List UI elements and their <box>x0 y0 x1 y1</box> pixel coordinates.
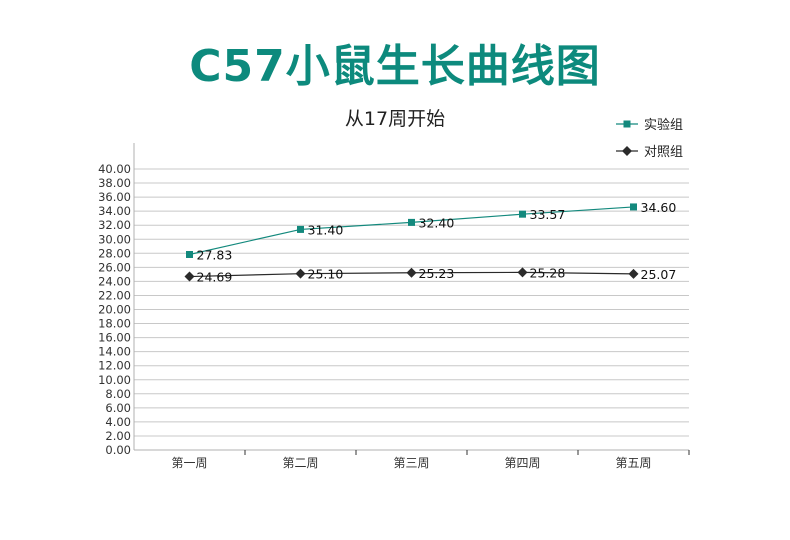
y-tick-label: 36.00 <box>98 190 131 204</box>
data-label: 31.40 <box>308 222 344 237</box>
y-tick-label: 30.00 <box>98 232 131 246</box>
legend: 实验组 对照组 <box>616 110 683 164</box>
legend-label: 对照组 <box>644 145 684 160</box>
y-tick-label: 24.00 <box>98 274 131 288</box>
y-tick-label: 34.00 <box>98 204 131 218</box>
y-tick-label: 16.00 <box>98 331 131 345</box>
y-tick-label: 20.00 <box>98 303 131 317</box>
diamond-marker-icon <box>406 267 417 278</box>
square-marker-icon <box>186 250 193 258</box>
y-tick-label: 38.00 <box>98 176 131 190</box>
y-tick-label: 40.00 <box>98 162 131 176</box>
data-label: 25.10 <box>308 267 344 282</box>
data-label: 27.83 <box>197 247 233 262</box>
chart-subtitle: 从17周开始 <box>344 108 446 130</box>
legend-label: 实验组 <box>644 118 684 133</box>
diamond-marker-icon <box>628 268 639 279</box>
diamond-marker-icon <box>295 268 306 279</box>
data-label: 25.23 <box>419 266 455 281</box>
y-tick-label: 6.00 <box>105 401 131 415</box>
y-tick-label: 22.00 <box>98 288 131 302</box>
diamond-marker-icon <box>517 267 528 278</box>
y-tick-label: 18.00 <box>98 317 131 331</box>
x-tick-label: 第一周 <box>171 456 207 470</box>
chart-title: C57小鼠生长曲线图 <box>189 41 601 92</box>
square-marker-icon <box>519 210 526 218</box>
x-tick-label: 第四周 <box>504 456 540 470</box>
y-tick-label: 0.00 <box>105 443 131 457</box>
x-tick-label: 第三周 <box>393 456 429 470</box>
y-tick-label: 14.00 <box>98 345 131 359</box>
x-tick-label: 第二周 <box>282 456 318 470</box>
y-tick-label: 8.00 <box>105 387 131 401</box>
data-label: 34.60 <box>641 200 677 215</box>
data-label: 24.69 <box>197 270 233 285</box>
data-label: 32.40 <box>419 215 455 230</box>
y-tick-label: 2.00 <box>105 429 131 443</box>
legend-item-control: 对照组 <box>616 137 683 164</box>
y-tick-label: 4.00 <box>105 415 131 429</box>
series-line <box>189 206 634 256</box>
y-tick-label: 26.00 <box>98 260 131 274</box>
x-tick-label: 第五周 <box>615 456 651 470</box>
y-tick-label: 12.00 <box>98 359 131 373</box>
data-label: 33.57 <box>530 207 566 222</box>
y-tick-label: 28.00 <box>98 246 131 260</box>
y-tick-label: 32.00 <box>98 218 131 232</box>
square-marker-icon <box>408 218 415 226</box>
diamond-marker-icon <box>184 271 195 282</box>
data-label: 25.07 <box>641 267 677 282</box>
square-marker-icon <box>616 120 638 127</box>
legend-item-experimental: 实验组 <box>616 110 683 137</box>
data-label: 25.28 <box>530 265 566 280</box>
square-marker-icon <box>630 203 637 211</box>
diamond-marker-icon <box>616 145 638 156</box>
y-tick-label: 10.00 <box>98 373 131 387</box>
square-marker-icon <box>297 225 304 233</box>
